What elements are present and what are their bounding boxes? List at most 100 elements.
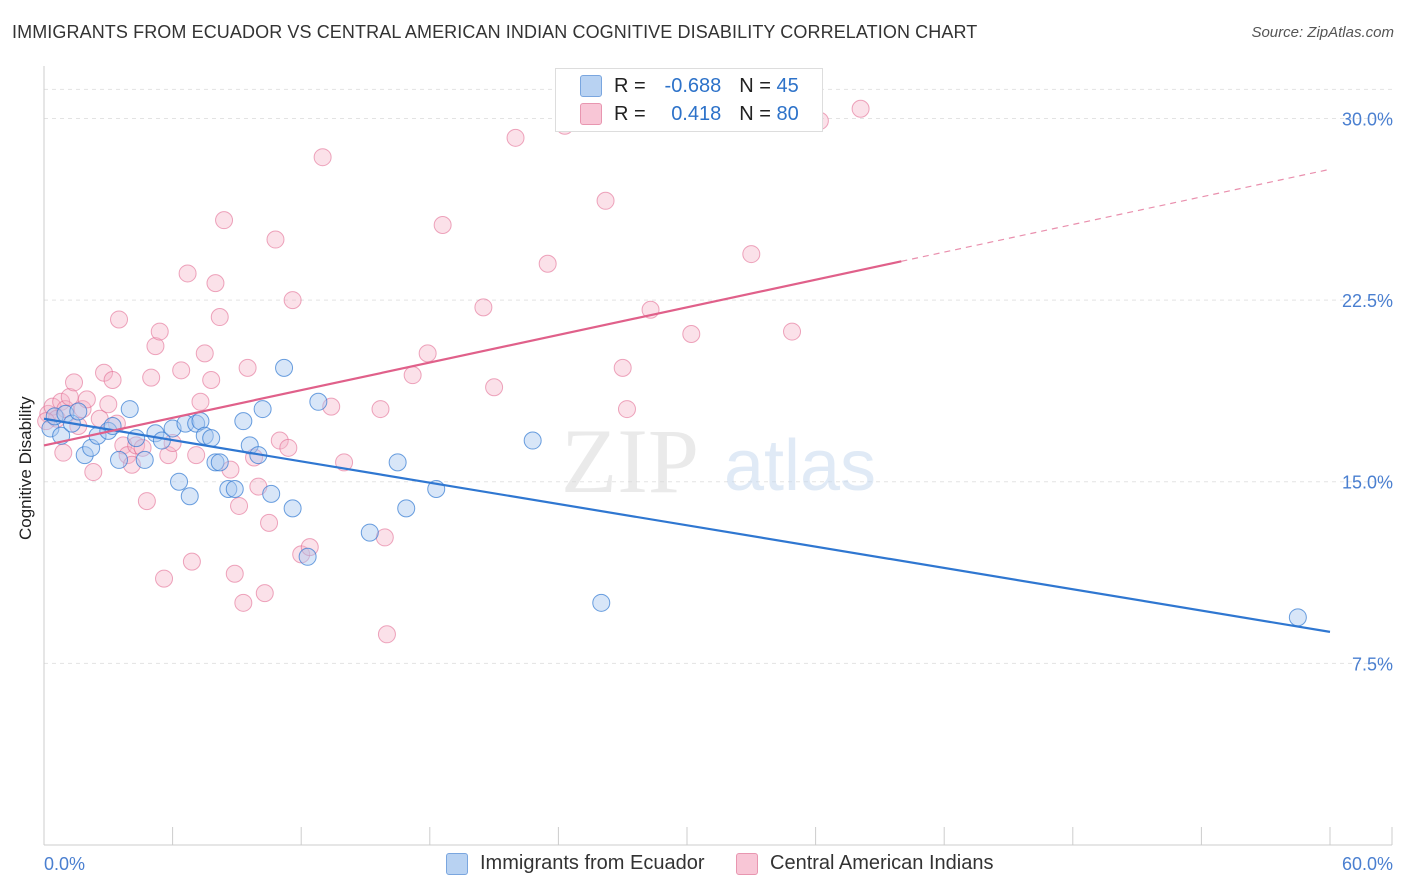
legend-r-label: R = [614,102,646,125]
x-tick-label: 0.0% [44,854,85,874]
data-point-central-american-indians [742,245,761,264]
data-point-immigrants-from-ecuador [1288,608,1307,627]
data-point-central-american-indians [313,148,332,167]
data-point-central-american-indians [418,344,437,363]
data-point-central-american-indians [230,496,249,515]
data-point-central-american-indians [65,373,84,392]
data-point-immigrants-from-ecuador [309,392,328,411]
trend-lines [43,168,1331,633]
data-point-immigrants-from-ecuador [120,400,139,419]
series-legend: Immigrants from Ecuador Central American… [0,852,1406,878]
series-central-american-indians [37,85,870,644]
series-legend-label: Immigrants from Ecuador [480,852,705,874]
data-point-central-american-indians [783,322,802,341]
legend-r-value: 0.418 [671,102,722,125]
data-point-immigrants-from-ecuador [275,358,294,377]
data-point-central-american-indians [206,274,225,293]
data-point-central-american-indians [682,324,701,343]
data-point-immigrants-from-ecuador [202,429,221,448]
data-point-central-american-indians [84,463,103,482]
y-tick-label: 30.0% [1342,109,1393,129]
data-point-central-american-indians [99,395,118,414]
legend-swatch-blue [580,75,602,97]
data-point-immigrants-from-ecuador [262,484,281,503]
data-point-immigrants-from-ecuador [234,412,253,431]
legend-r-value: -0.688 [664,74,722,97]
data-point-central-american-indians [155,569,174,588]
data-point-immigrants-from-ecuador [75,446,94,465]
y-tick-label: 15.0% [1342,473,1393,493]
watermark-zip: ZIP [561,410,699,512]
source-label: Source: ZipAtlas.com [1251,24,1394,41]
series-legend-central-american[interactable]: Central American Indians [736,852,993,875]
data-point-central-american-indians [538,254,557,273]
data-point-immigrants-from-ecuador [388,453,407,472]
data-point-central-american-indians [377,625,396,644]
data-point-central-american-indians [172,361,191,380]
data-point-central-american-indians [279,438,298,457]
data-point-immigrants-from-ecuador [69,402,88,421]
data-point-immigrants-from-ecuador [206,453,225,472]
data-point-immigrants-from-ecuador [110,450,129,469]
chart-title: IMMIGRANTS FROM ECUADOR VS CENTRAL AMERI… [12,22,978,42]
data-point-central-american-indians [225,564,244,583]
data-point-immigrants-from-ecuador [523,431,542,450]
data-point-immigrants-from-ecuador [592,593,611,612]
data-point-central-american-indians [178,264,197,283]
data-point-central-american-indians [182,552,201,571]
data-point-central-american-indians [851,99,870,118]
data-point-central-american-indians [202,371,221,389]
y-axis-label: Cognitive Disability [16,396,35,540]
data-point-central-american-indians [146,337,165,356]
data-point-central-american-indians [110,310,129,329]
data-point-central-american-indians [283,291,302,310]
trend-line-central-american [43,260,902,447]
data-point-immigrants-from-ecuador [253,400,272,419]
trend-line-ecuador [43,417,1331,633]
data-point-central-american-indians [210,308,229,327]
data-point-immigrants-from-ecuador [210,453,229,472]
x-tick-label: 60.0% [1342,854,1393,874]
data-point-central-american-indians [506,128,525,147]
data-point-central-american-indians [195,344,214,363]
data-point-central-american-indians [617,400,636,419]
series-swatch-blue [446,852,468,875]
data-point-central-american-indians [187,446,206,465]
data-point-central-american-indians [485,378,504,397]
data-point-central-american-indians [103,371,122,389]
data-point-central-american-indians [613,358,632,377]
legend-row-central-american: R = 0.418 N = 80 [580,101,799,127]
legend-row-ecuador: R = -0.688 N = 45 [580,73,799,99]
data-point-central-american-indians [266,230,285,249]
data-point-central-american-indians [234,593,253,612]
series-legend-ecuador[interactable]: Immigrants from Ecuador [446,852,705,875]
data-point-central-american-indians [433,216,452,234]
data-point-central-american-indians [191,392,210,411]
legend-swatch-pink [580,103,602,125]
legend-r-label: R = [614,74,646,97]
data-point-immigrants-from-ecuador [219,479,238,498]
data-point-central-american-indians [238,358,257,377]
correlation-legend: R = -0.688 N = 45 R = 0.418 N = 80 [555,68,823,132]
axes [43,66,1393,846]
data-point-central-american-indians [474,298,493,317]
tick-labels: 7.5% 15.0% 22.5% 30.0% 0.0% 60.0% [44,109,1393,874]
data-point-central-american-indians [221,460,240,479]
data-point-central-american-indians [335,453,354,472]
data-point-central-american-indians [142,368,161,387]
data-point-immigrants-from-ecuador [298,547,317,566]
legend-n-value: 80 [776,102,799,125]
data-point-central-american-indians [371,400,390,419]
data-point-central-american-indians [403,366,422,385]
data-point-immigrants-from-ecuador [225,479,244,498]
data-point-central-american-indians [137,492,156,511]
data-point-immigrants-from-ecuador [397,499,416,518]
data-point-immigrants-from-ecuador [360,523,379,542]
legend-n-label: N = [739,74,771,97]
data-point-immigrants-from-ecuador [170,472,189,491]
trend-line-central-american-extension [901,168,1331,262]
legend-n-label: N = [739,102,771,125]
y-tick-label: 7.5% [1352,654,1393,674]
series-swatch-pink [736,852,758,875]
